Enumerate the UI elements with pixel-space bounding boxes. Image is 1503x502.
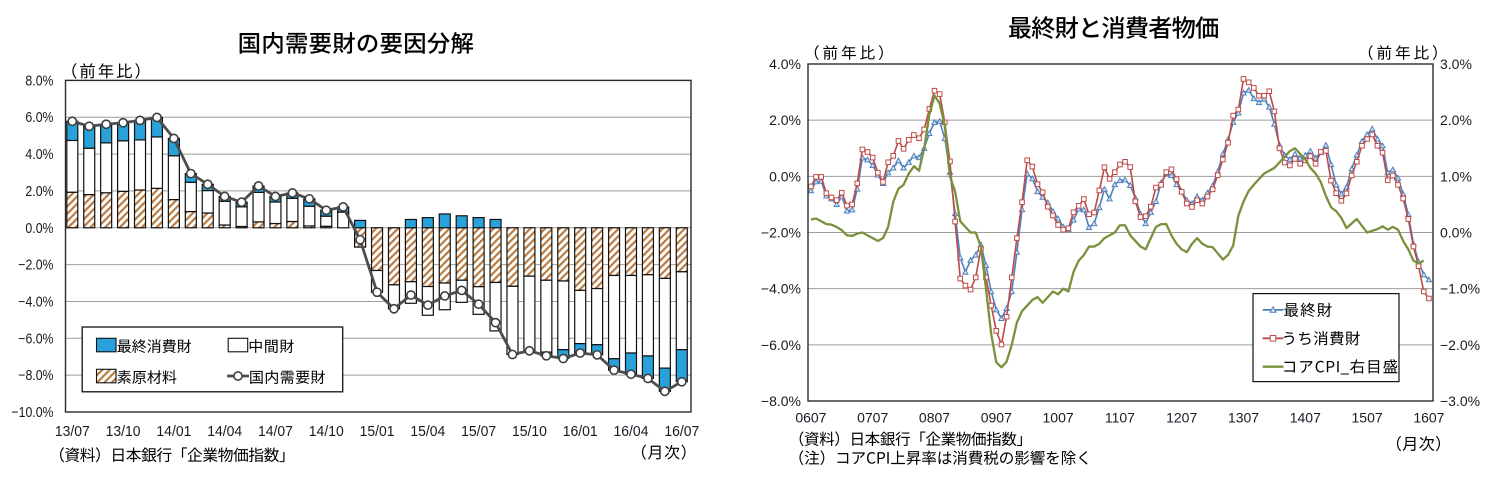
svg-text:15/01: 15/01	[360, 423, 395, 439]
svg-text:−4.0%: −4.0%	[18, 294, 53, 310]
svg-text:0.0%: 0.0%	[25, 220, 53, 236]
svg-text:0.0%: 0.0%	[769, 168, 801, 184]
svg-text:1507: 1507	[1352, 410, 1383, 426]
svg-text:0607: 0607	[795, 410, 826, 426]
svg-text:1107: 1107	[1105, 410, 1135, 426]
svg-text:0907: 0907	[981, 410, 1012, 426]
svg-text:4.0%: 4.0%	[769, 56, 801, 72]
svg-text:14/10: 14/10	[309, 423, 344, 439]
svg-text:14/07: 14/07	[258, 423, 293, 439]
svg-text:−10.0%: −10.0%	[11, 404, 53, 420]
svg-text:−8.0%: −8.0%	[18, 367, 53, 383]
svg-text:3.0%: 3.0%	[1440, 56, 1472, 72]
svg-text:1607: 1607	[1413, 410, 1444, 426]
svg-text:−2.0%: −2.0%	[1440, 337, 1480, 353]
svg-text:14/04: 14/04	[207, 423, 242, 439]
svg-text:1407: 1407	[1290, 410, 1321, 426]
svg-text:1207: 1207	[1166, 410, 1197, 426]
svg-text:16/01: 16/01	[563, 423, 598, 439]
svg-text:14/01: 14/01	[156, 423, 191, 439]
svg-text:1.0%: 1.0%	[1440, 168, 1472, 184]
svg-text:2.0%: 2.0%	[769, 112, 801, 128]
svg-text:15/10: 15/10	[512, 423, 547, 439]
svg-text:13/10: 13/10	[106, 423, 141, 439]
svg-text:1307: 1307	[1228, 410, 1259, 426]
svg-text:15/04: 15/04	[410, 423, 445, 439]
svg-text:−8.0%: −8.0%	[761, 393, 801, 409]
svg-text:−2.0%: −2.0%	[761, 225, 801, 241]
svg-text:0807: 0807	[919, 410, 950, 426]
svg-text:4.0%: 4.0%	[25, 146, 53, 162]
svg-text:16/07: 16/07	[664, 423, 699, 439]
svg-text:−1.0%: −1.0%	[1440, 281, 1480, 297]
svg-text:−2.0%: −2.0%	[18, 257, 53, 273]
svg-text:15/07: 15/07	[461, 423, 496, 439]
svg-text:6.0%: 6.0%	[25, 109, 53, 125]
svg-text:−6.0%: −6.0%	[18, 330, 53, 346]
svg-text:8.0%: 8.0%	[25, 72, 53, 88]
svg-text:0.0%: 0.0%	[1440, 225, 1472, 241]
svg-text:1007: 1007	[1043, 410, 1074, 426]
svg-text:2.0%: 2.0%	[25, 183, 53, 199]
svg-text:13/07: 13/07	[55, 423, 90, 439]
svg-text:−3.0%: −3.0%	[1440, 393, 1480, 409]
svg-text:−6.0%: −6.0%	[761, 337, 801, 353]
svg-text:−4.0%: −4.0%	[761, 281, 801, 297]
svg-text:2.0%: 2.0%	[1440, 112, 1472, 128]
svg-text:16/04: 16/04	[614, 423, 649, 439]
svg-text:0707: 0707	[857, 410, 888, 426]
